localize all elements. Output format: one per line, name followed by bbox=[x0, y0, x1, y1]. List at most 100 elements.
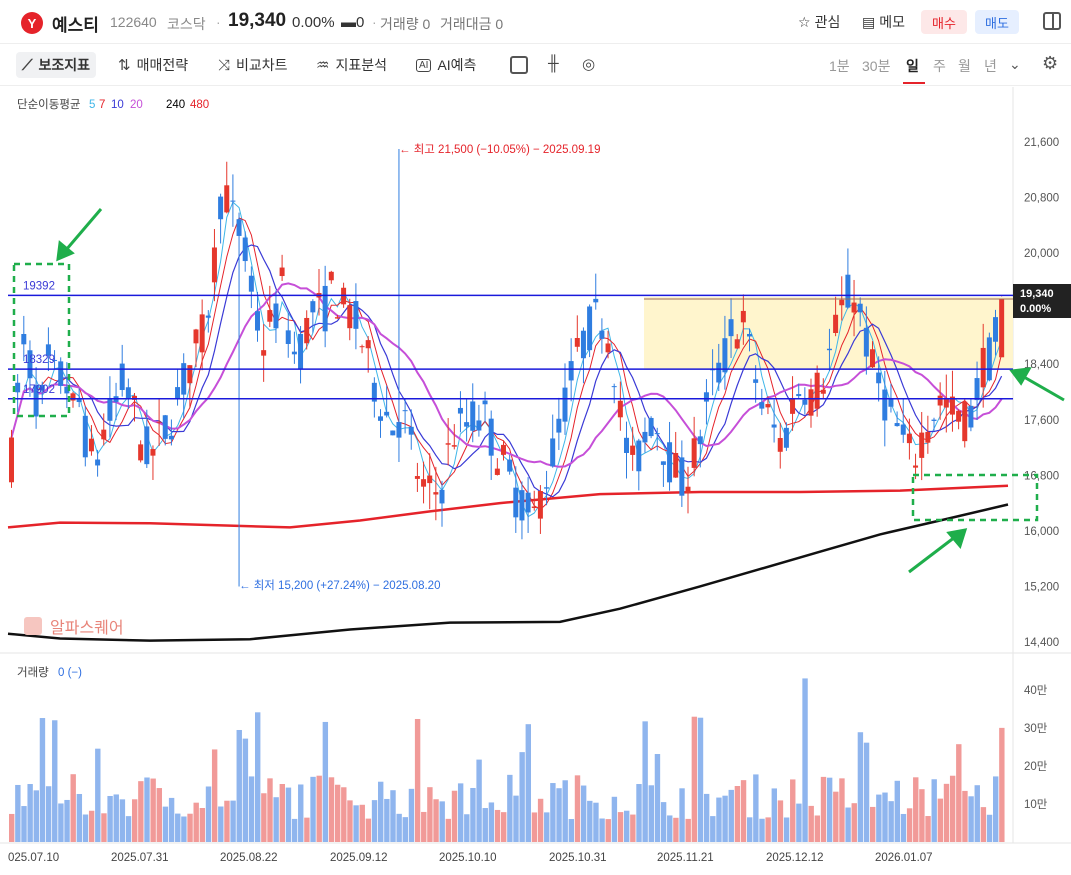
candle-body bbox=[39, 384, 45, 391]
candle-body bbox=[433, 492, 439, 495]
volume-legend-label: 거래량 bbox=[17, 666, 49, 679]
period-30min[interactable]: 30분 bbox=[862, 58, 891, 74]
strategy-label: 매매전략 bbox=[136, 57, 189, 73]
high-annotation: ← 최고 21,500 (−10.05%) − 2025.09.19 bbox=[399, 143, 600, 156]
indicator-button[interactable]: ⟋ 보조지표 bbox=[16, 52, 97, 78]
candle-body bbox=[365, 340, 371, 349]
candle-body bbox=[943, 398, 949, 408]
volume-bar bbox=[138, 781, 144, 842]
candle-body bbox=[790, 399, 796, 414]
candle-body bbox=[408, 426, 414, 435]
amount-label: 거래대금 0 bbox=[440, 16, 504, 32]
memo-label: 메모 bbox=[879, 14, 905, 30]
ai-predict-button[interactable]: AI AI예측 bbox=[416, 55, 476, 75]
memo-button[interactable]: ▤ 메모 bbox=[862, 12, 905, 32]
volume-bar bbox=[316, 775, 322, 842]
volume-bar bbox=[697, 717, 704, 842]
candle-body bbox=[833, 314, 839, 333]
period-month[interactable]: 월 bbox=[958, 58, 971, 74]
volume-bar bbox=[820, 776, 827, 842]
period-week[interactable]: 주 bbox=[933, 58, 946, 74]
volume-tick-label: 10만 bbox=[1024, 798, 1048, 811]
volume-bar bbox=[870, 806, 876, 842]
volume-bar bbox=[765, 817, 771, 842]
volume-bar bbox=[636, 784, 642, 842]
candle-body bbox=[587, 306, 593, 351]
volume-bar bbox=[986, 814, 993, 842]
candle-body bbox=[839, 299, 845, 306]
volume-bar bbox=[580, 785, 587, 842]
candle-body bbox=[636, 440, 642, 472]
candle-body bbox=[168, 435, 174, 440]
volume-bar bbox=[507, 774, 513, 842]
volume-bar bbox=[839, 778, 845, 842]
volume-bar bbox=[488, 802, 495, 842]
volume-bar bbox=[537, 798, 544, 842]
period-1min[interactable]: 1분 bbox=[829, 58, 850, 74]
volume-bar bbox=[531, 812, 538, 842]
candle-body bbox=[925, 431, 931, 443]
candle-body bbox=[617, 400, 623, 418]
volume-bar bbox=[525, 724, 531, 842]
buy-button[interactable]: 매수 bbox=[921, 10, 967, 34]
memo-icon: ▤ bbox=[862, 13, 876, 30]
volume-tick-label: 20만 bbox=[1024, 760, 1048, 773]
volume-bar bbox=[863, 742, 870, 842]
candle-body bbox=[64, 386, 70, 394]
volume-bar bbox=[611, 796, 618, 842]
period-year[interactable]: 년 bbox=[984, 58, 997, 74]
candle-body bbox=[919, 432, 925, 458]
candle-body bbox=[181, 363, 187, 395]
candle-body bbox=[248, 275, 254, 292]
volume-bar bbox=[334, 784, 341, 842]
side-panel-icon[interactable] bbox=[1043, 12, 1061, 30]
ma-legend-480: 480 bbox=[190, 99, 209, 111]
sell-button[interactable]: 매도 bbox=[975, 10, 1019, 34]
checkbox-icon[interactable] bbox=[510, 56, 528, 74]
chevron-down-icon[interactable]: ⌄ bbox=[1009, 56, 1021, 72]
watermark-logo-icon bbox=[24, 617, 42, 635]
price-chart[interactable]: 단순이동평균 5 7 10 20 240 480 19392 18329 17902… bbox=[0, 87, 1071, 875]
candle-body bbox=[230, 200, 236, 202]
candle-type-button[interactable]: ╫ bbox=[548, 55, 559, 72]
volume-bar bbox=[833, 791, 839, 842]
volume-bar bbox=[236, 729, 242, 842]
candle-body bbox=[605, 343, 611, 353]
volume-bar bbox=[593, 802, 599, 842]
candle-body bbox=[359, 346, 365, 348]
volume-bar bbox=[70, 774, 76, 842]
volume-bar bbox=[906, 808, 913, 842]
candle-body bbox=[747, 333, 752, 337]
volume-bar bbox=[624, 810, 630, 842]
volume-bar bbox=[119, 799, 126, 842]
strategy-button[interactable]: ⇅ 매매전략 bbox=[118, 55, 188, 75]
volume-bar bbox=[876, 794, 882, 842]
candle-body bbox=[279, 267, 285, 277]
watch-label: 관심 bbox=[814, 14, 841, 30]
ai-chip-icon: AI bbox=[416, 58, 432, 72]
candle-body bbox=[482, 400, 488, 405]
stock-name[interactable]: 예스티 bbox=[52, 16, 99, 35]
screenshot-button[interactable]: ◎ bbox=[582, 55, 595, 73]
star-icon: ☆ bbox=[798, 13, 811, 30]
volume-bar bbox=[390, 790, 396, 842]
volume-bar bbox=[95, 748, 101, 842]
dashed-green-box-left bbox=[12, 262, 71, 418]
y-tick-label: 20,000 bbox=[1024, 248, 1059, 260]
analysis-button[interactable]: ♒ 지표분석 bbox=[316, 55, 387, 75]
volume-bar bbox=[931, 779, 937, 842]
candle-body bbox=[519, 490, 525, 521]
volume-bar bbox=[58, 803, 64, 842]
candle-body bbox=[962, 401, 968, 442]
compare-button[interactable]: ⤨ 비교차트 bbox=[218, 55, 288, 75]
period-day[interactable]: 일 bbox=[906, 58, 919, 74]
shuffle-icon: ⤨ bbox=[218, 56, 231, 74]
candle-body bbox=[568, 361, 574, 381]
candle-body bbox=[993, 317, 998, 342]
volume-bar bbox=[261, 793, 267, 842]
watch-button[interactable]: ☆ 관심 bbox=[798, 12, 840, 32]
candle-body bbox=[58, 361, 64, 386]
gear-icon[interactable]: ⚙ bbox=[1042, 53, 1059, 73]
candle-body bbox=[580, 330, 586, 359]
volume-bar bbox=[814, 815, 821, 842]
